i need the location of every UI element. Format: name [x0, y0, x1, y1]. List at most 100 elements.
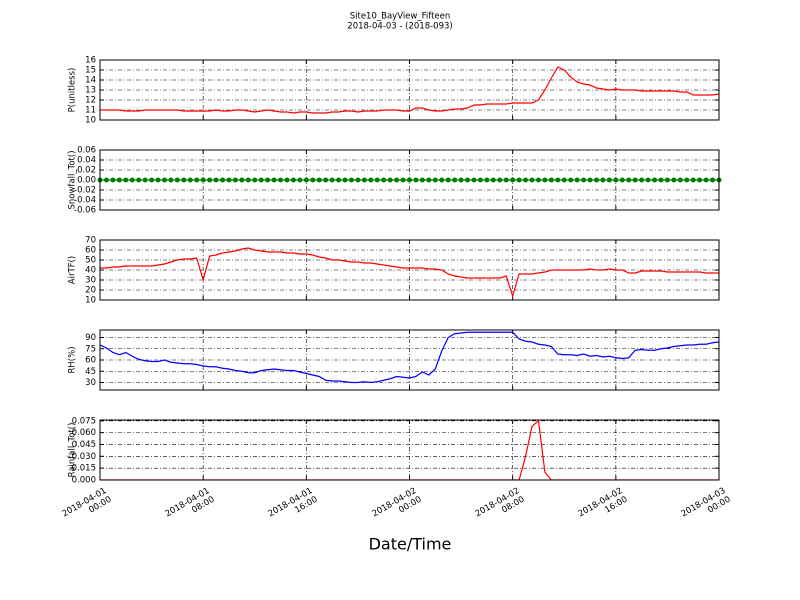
chart-subtitle: 2018-04-03 - (2018-093) [347, 22, 452, 32]
series-marker [278, 177, 284, 183]
series-marker [187, 177, 193, 183]
y-tick-label: 10 [85, 116, 96, 126]
y-tick-label: -0.02 [74, 186, 96, 196]
series-marker [220, 177, 226, 183]
series-marker [445, 177, 451, 183]
y-axis-label: Rainfall_Tot() [68, 423, 78, 478]
series-marker [684, 177, 690, 183]
plot-frame [99, 59, 720, 121]
y-tick-label: 45 [85, 367, 96, 377]
series-marker [136, 177, 142, 183]
series-marker [632, 177, 638, 183]
series-marker [510, 177, 516, 183]
series-marker [329, 177, 335, 183]
series-marker [116, 177, 122, 183]
series-line [100, 247, 719, 299]
series-marker [123, 177, 129, 183]
y-tick-label: 50 [85, 256, 96, 266]
series-marker [619, 177, 625, 183]
series-marker [477, 177, 483, 183]
series-marker [342, 177, 348, 183]
y-tick-label: 0.075 [72, 416, 96, 426]
series-marker [452, 177, 458, 183]
series-marker [419, 177, 425, 183]
plot-frame [99, 329, 720, 391]
series-marker [626, 177, 632, 183]
y-tick-label: 14 [85, 76, 96, 86]
series-marker [155, 177, 161, 183]
y-tick-label: 11 [85, 106, 96, 116]
y-tick-label: 40 [85, 266, 96, 276]
y-axis-label: RH(%) [68, 346, 78, 373]
series-marker [361, 177, 367, 183]
series-marker [471, 177, 477, 183]
series-marker [323, 177, 329, 183]
y-tick-label: 0.000 [72, 476, 96, 486]
series-marker [458, 177, 464, 183]
series-marker [142, 177, 148, 183]
plot-frame [99, 149, 720, 211]
series-marker [664, 177, 670, 183]
series-marker [284, 177, 290, 183]
series-marker [394, 177, 400, 183]
series-marker [129, 177, 135, 183]
series-marker [529, 177, 535, 183]
y-tick-label: 30 [85, 276, 96, 286]
series-marker [290, 177, 296, 183]
series-marker [645, 177, 651, 183]
series-marker [710, 177, 716, 183]
y-tick-label: 13 [85, 86, 96, 96]
y-tick-label: -0.04 [74, 196, 96, 206]
series-marker [652, 177, 658, 183]
series-marker [587, 177, 593, 183]
series-marker [110, 177, 116, 183]
series-marker [658, 177, 664, 183]
series-marker [548, 177, 554, 183]
x-axis-label: Date/Time [369, 535, 452, 554]
series-marker [336, 177, 342, 183]
series-marker [542, 177, 548, 183]
y-tick-label: 20 [85, 286, 96, 296]
series-marker [252, 177, 258, 183]
series-marker [690, 177, 696, 183]
series-marker [355, 177, 361, 183]
series-marker [606, 177, 612, 183]
series-marker [297, 177, 303, 183]
series-marker [207, 177, 213, 183]
series-marker [703, 177, 709, 183]
series-marker [271, 177, 277, 183]
series-marker [613, 177, 619, 183]
series-marker [426, 177, 432, 183]
y-tick-label: 75 [85, 344, 96, 354]
y-tick-label: -0.06 [74, 206, 96, 216]
y-tick-label: 16 [85, 56, 96, 66]
series-marker [413, 177, 419, 183]
series-marker [639, 177, 645, 183]
series-marker [232, 177, 238, 183]
series-marker [568, 177, 574, 183]
series-marker [677, 177, 683, 183]
series-line [100, 331, 719, 384]
series-marker [258, 177, 264, 183]
series-marker [310, 177, 316, 183]
y-axis-label: P(unitless) [68, 68, 78, 113]
series-marker [555, 177, 561, 183]
series-marker [303, 177, 309, 183]
series-marker [245, 177, 251, 183]
series-marker [697, 177, 703, 183]
y-tick-label: 0.045 [72, 440, 96, 450]
series-marker [387, 177, 393, 183]
y-tick-label: 15 [85, 66, 96, 76]
series-marker [574, 177, 580, 183]
series-line [100, 66, 719, 114]
y-tick-label: 10 [85, 296, 96, 306]
series-marker [581, 177, 587, 183]
series-marker [490, 177, 496, 183]
series-marker [600, 177, 606, 183]
y-tick-label: 0.06 [77, 146, 96, 156]
series-marker [348, 177, 354, 183]
series-marker [671, 177, 677, 183]
series-marker [368, 177, 374, 183]
